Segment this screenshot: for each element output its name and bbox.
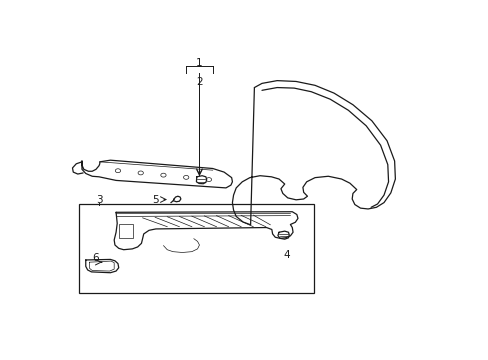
Text: 5: 5 bbox=[152, 195, 159, 205]
Text: 4: 4 bbox=[283, 250, 289, 260]
Text: 6: 6 bbox=[92, 253, 99, 263]
Bar bbox=[119, 225, 133, 238]
Text: 3: 3 bbox=[96, 195, 102, 205]
Bar bbox=[79, 204, 314, 293]
Text: 2: 2 bbox=[196, 77, 203, 87]
Text: 1: 1 bbox=[196, 58, 203, 68]
